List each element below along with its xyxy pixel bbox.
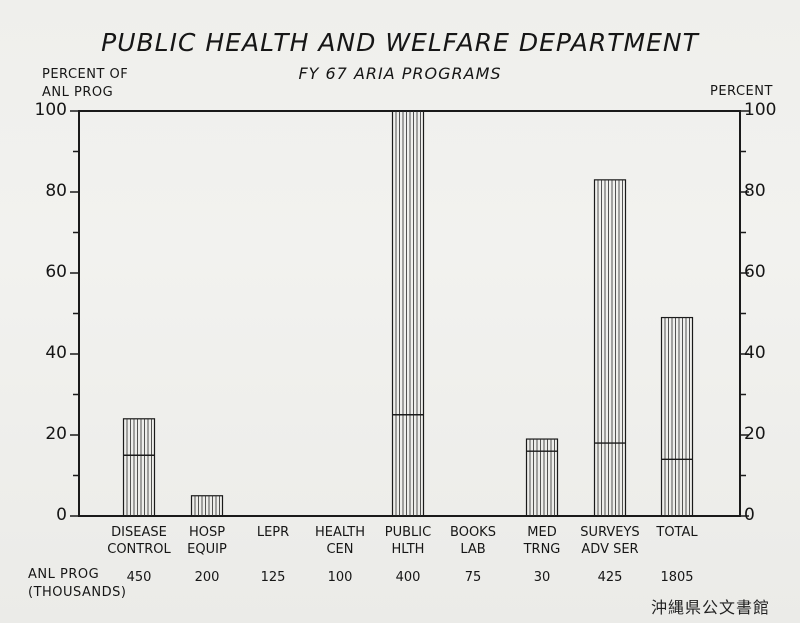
annual-program-value: 1805 xyxy=(660,570,694,585)
left-tick-label: 0 xyxy=(56,505,67,525)
category-label: TOTAL xyxy=(632,524,722,541)
right-tick-label: 40 xyxy=(744,343,766,363)
annual-program-value: 30 xyxy=(533,570,551,585)
category-label: DISEASE CONTROL xyxy=(94,524,184,558)
category-label: HEALTH CEN xyxy=(295,524,385,558)
annual-program-value: 425 xyxy=(597,570,623,585)
category-label-line: MED xyxy=(527,525,557,540)
category-label-line: PUBLIC xyxy=(384,525,432,540)
category-label-line: DISEASE xyxy=(111,525,167,540)
left-axis-label-line-2: ANL PROG xyxy=(42,85,114,100)
right-tick-label: 80 xyxy=(744,181,766,201)
category-label-line: CEN xyxy=(326,542,354,557)
annual-program-label-line-2: (THOUSANDS) xyxy=(28,585,127,600)
annual-program-value: 450 xyxy=(126,570,152,585)
right-tick-label: 60 xyxy=(744,262,766,282)
bar-outline xyxy=(391,110,425,517)
category-label: MED TRNG xyxy=(497,524,587,558)
annual-program-value: 200 xyxy=(194,570,220,585)
annual-program-label: ANL PROG (THOUSANDS) xyxy=(28,566,126,602)
chart-title: PUBLIC HEALTH AND WELFARE DEPARTMENT xyxy=(101,28,699,57)
right-tick-label: 20 xyxy=(744,424,766,444)
bar-outline xyxy=(190,495,224,517)
bar-outline xyxy=(525,438,559,517)
category-label: PUBLIC HLTH xyxy=(363,524,453,558)
category-label: HOSP EQUIP xyxy=(162,524,252,558)
left-tick-label: 40 xyxy=(45,343,67,363)
annual-program-value: 100 xyxy=(327,570,353,585)
category-label: LEPR xyxy=(228,524,318,541)
category-label-line: BOOKS xyxy=(450,525,496,540)
category-label-line: LEPR xyxy=(256,525,290,540)
bar-outline xyxy=(122,418,156,517)
bar xyxy=(391,110,425,517)
archive-stamp: 沖縄県公文書館 xyxy=(650,598,770,617)
right-axis-label: PERCENT xyxy=(710,84,773,99)
left-tick-label: 80 xyxy=(45,181,67,201)
annual-program-value: 400 xyxy=(395,570,421,585)
category-label-line: TRNG xyxy=(523,542,561,557)
category-label-line: HOSP xyxy=(188,525,226,540)
category-label-line: TOTAL xyxy=(656,525,698,540)
bar xyxy=(122,418,156,517)
category-label-line: SURVEYS xyxy=(580,525,640,540)
category-label-line: HLTH xyxy=(391,542,425,557)
category-label-line: LAB xyxy=(460,542,486,557)
bar-outline xyxy=(593,179,627,517)
left-tick-label: 100 xyxy=(34,100,67,120)
left-axis-label-line-1: PERCENT OF xyxy=(42,67,129,82)
left-tick-label: 20 xyxy=(45,424,67,444)
plot-frame xyxy=(78,110,741,517)
category-label-line: EQUIP xyxy=(187,542,227,557)
bar xyxy=(660,316,694,517)
annual-program-value: 125 xyxy=(260,570,286,585)
category-label: SURVEYS ADV SER xyxy=(565,524,655,558)
category-label-line: HEALTH xyxy=(314,525,366,540)
right-tick-label: 0 xyxy=(744,505,755,525)
category-label: BOOKS LAB xyxy=(428,524,518,558)
bar xyxy=(190,495,224,517)
bar xyxy=(525,438,559,517)
left-axis-label: PERCENT OF ANL PROG xyxy=(42,66,128,102)
annual-program-value: 75 xyxy=(464,570,482,585)
chart-subtitle: FY 67 ARIA PROGRAMS xyxy=(298,64,502,83)
category-label-line: CONTROL xyxy=(107,542,171,557)
left-tick-label: 60 xyxy=(45,262,67,282)
bar xyxy=(593,179,627,517)
category-label-line: ADV SER xyxy=(581,542,639,557)
right-tick-label: 100 xyxy=(744,100,777,120)
bar-outline xyxy=(660,316,694,517)
annual-program-label-line-1: ANL PROG xyxy=(28,567,100,582)
